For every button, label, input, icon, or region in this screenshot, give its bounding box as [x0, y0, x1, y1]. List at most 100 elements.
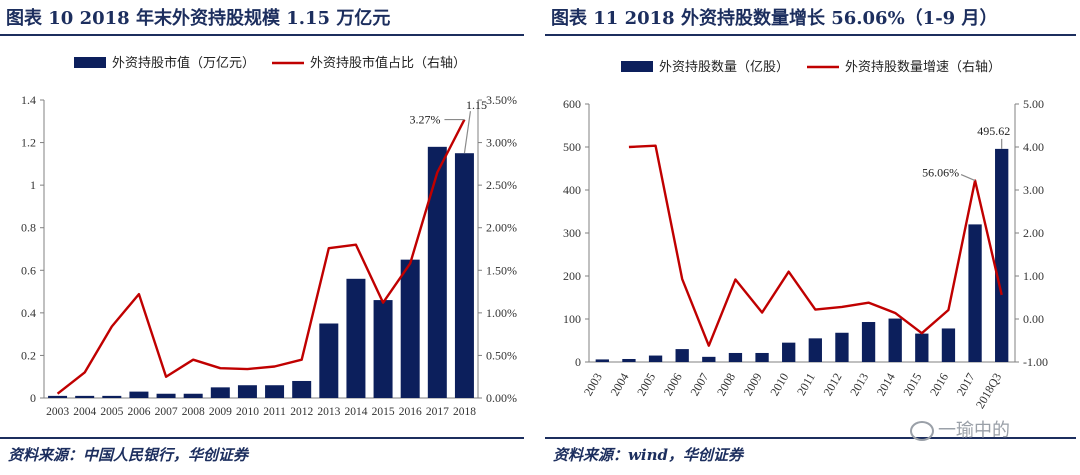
series-line — [628, 144, 1003, 347]
y-tick-label-left: 1.2 — [21, 136, 36, 150]
bar — [265, 385, 285, 398]
bar — [861, 322, 876, 362]
bar — [373, 300, 393, 398]
y-tick-label-left: 200 — [563, 269, 581, 283]
x-tick-label: 2013 — [317, 406, 340, 418]
x-tick-label: 2015 — [372, 406, 395, 418]
chart-panel-foreign-holdings-value: 图表 10 2018 年末外资持股规模 1.15 万亿元 0 0.2 0.4 0.6 0… — [0, 0, 528, 475]
bar — [968, 224, 982, 362]
bar — [888, 318, 902, 362]
bar — [346, 278, 366, 398]
bar — [183, 393, 203, 398]
x-tick-label: 2013 — [847, 371, 871, 399]
series-line — [56, 119, 466, 395]
x-tick-label: 2012 — [820, 371, 844, 399]
x-tick-label: 2018Q3 — [973, 371, 1004, 411]
bar — [102, 395, 122, 398]
legend-label-bar: 外资持股数量（亿股） — [659, 59, 789, 74]
bar — [400, 259, 420, 398]
annotation-label: 1.15 — [466, 98, 487, 112]
y-tick-label-left: 500 — [563, 140, 581, 154]
wechat-icon — [910, 421, 934, 441]
x-tick-label: 2014 — [344, 406, 367, 418]
x-tick-label: 2006 — [127, 406, 150, 418]
x-tick-label: 2004 — [607, 371, 631, 399]
x-tick-label: 2007 — [155, 406, 178, 418]
bar — [755, 352, 769, 362]
x-tick-label: 2016 — [927, 371, 951, 399]
y-tick-label-right: 1.50% — [486, 263, 517, 277]
bar — [595, 359, 609, 362]
y-tick-label-left: 0.8 — [21, 221, 36, 235]
x-tick-label: 2005 — [634, 371, 658, 399]
watermark: 一瑜中的 — [910, 416, 1010, 442]
bar — [675, 349, 689, 362]
y-tick-label-right: 2.00% — [486, 221, 517, 235]
y-tick-label-right: 2.50% — [486, 178, 517, 192]
y-tick-label-right: 3.00% — [486, 136, 517, 150]
x-tick-label: 2003 — [46, 406, 69, 418]
legend-swatch-bar — [74, 57, 106, 68]
legend-label-line: 外资持股市值占比（右轴） — [310, 55, 466, 70]
y-tick-label-left: 100 — [563, 312, 581, 326]
watermark-text: 一瑜中的 — [938, 420, 1010, 441]
bar — [702, 356, 716, 362]
x-tick-label: 2009 — [741, 371, 765, 399]
y-tick-label-left: 0.2 — [21, 348, 36, 362]
x-tick-label: 2018 — [453, 406, 476, 418]
x-tick-label: 2011 — [263, 406, 286, 418]
y-tick-label-left: 0 — [575, 355, 581, 369]
chart-title: 图表 11 2018 外资持股数量增长 56.06%（1-9 月） — [551, 8, 998, 29]
bar — [782, 342, 796, 362]
bar — [648, 355, 663, 362]
y-tick-label-right: 5.00 — [1023, 97, 1044, 111]
y-tick-label-left: 0 — [30, 391, 36, 405]
x-tick-label: 2012 — [290, 406, 313, 418]
legend-label-line: 外资持股数量增速（右轴） — [845, 59, 1001, 74]
y-tick-label-right: 1.00 — [1023, 269, 1044, 283]
x-tick-label: 2010 — [236, 406, 259, 418]
legend-label-bar: 外资持股市值（万亿元） — [112, 55, 255, 70]
x-tick-label: 2010 — [767, 371, 791, 399]
chart-panel-foreign-holdings-shares: 图表 11 2018 外资持股数量增长 56.06%（1-9 月） 0 100 20… — [545, 0, 1080, 475]
chart-foreign-holdings-value: 0 0.2 0.4 0.6 0.8 1 1.2 1.4 0.00% 0.50% 1.00% 1.50%… — [21, 55, 517, 418]
x-tick-label: 2015 — [900, 371, 924, 399]
y-tick-label-left: 0.4 — [21, 306, 36, 320]
bar — [835, 332, 849, 362]
chart-foreign-holdings-shares: 0 100 200 300 400 500 600 -1.00 0.00 1.00 2.00 3.00… — [563, 59, 1048, 411]
chart-source: 资料来源：中国人民银行，华创证券 — [8, 446, 249, 464]
annotation-label: 3.27% — [409, 113, 440, 127]
y-tick-label-right: 0.00% — [486, 391, 517, 405]
annotation-leader — [463, 111, 472, 154]
bar — [210, 387, 230, 398]
bar — [995, 148, 1009, 362]
y-tick-label-left: 400 — [563, 183, 581, 197]
bar — [48, 395, 68, 398]
y-tick-label-left: 1 — [30, 178, 36, 192]
bar — [237, 385, 257, 398]
annotation-label: 495.62 — [977, 124, 1010, 138]
bar — [808, 338, 822, 362]
title-rule — [545, 34, 1076, 36]
annotation-leader — [960, 173, 976, 182]
chart-title: 图表 10 2018 年末外资持股规模 1.15 万亿元 — [6, 8, 391, 29]
bar — [319, 323, 339, 398]
legend-swatch-bar — [621, 61, 653, 72]
y-tick-label-right: 2.00 — [1023, 226, 1044, 240]
x-tick-label: 2006 — [661, 371, 685, 399]
y-tick-label-left: 1.4 — [21, 93, 36, 107]
bar — [75, 395, 95, 398]
y-tick-label-right: 3.00 — [1023, 183, 1044, 197]
y-tick-label-right: 0.00 — [1023, 312, 1044, 326]
bar — [454, 153, 474, 398]
bar — [156, 393, 176, 398]
title-rule — [0, 34, 524, 36]
x-tick-label: 2016 — [399, 406, 422, 418]
x-tick-label: 2011 — [794, 371, 818, 398]
bar — [292, 380, 312, 398]
source-rule — [545, 437, 1076, 439]
x-tick-label: 2008 — [714, 371, 738, 399]
x-tick-label: 2009 — [209, 406, 232, 418]
y-tick-label-right: -1.00 — [1023, 355, 1048, 369]
y-tick-label-right: 4.00 — [1023, 140, 1044, 154]
